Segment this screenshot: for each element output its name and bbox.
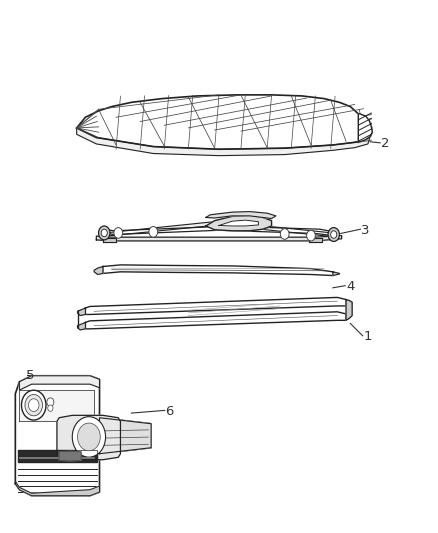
Circle shape — [280, 229, 289, 239]
Polygon shape — [103, 238, 116, 242]
Circle shape — [47, 398, 54, 406]
Text: 3: 3 — [361, 224, 370, 237]
Polygon shape — [103, 265, 333, 276]
Polygon shape — [219, 220, 258, 226]
Polygon shape — [206, 212, 276, 219]
Text: 1: 1 — [364, 330, 372, 343]
Polygon shape — [85, 312, 346, 329]
Polygon shape — [18, 450, 97, 462]
Polygon shape — [219, 226, 337, 236]
Circle shape — [307, 230, 315, 241]
Polygon shape — [19, 376, 99, 390]
Polygon shape — [59, 451, 81, 461]
Text: 5: 5 — [26, 369, 35, 382]
Polygon shape — [85, 297, 346, 314]
Polygon shape — [206, 215, 272, 231]
Polygon shape — [78, 308, 85, 316]
Polygon shape — [77, 128, 370, 156]
Polygon shape — [94, 266, 103, 274]
Polygon shape — [309, 238, 322, 242]
Polygon shape — [219, 221, 337, 237]
Circle shape — [25, 394, 42, 416]
Circle shape — [328, 228, 339, 241]
Polygon shape — [96, 236, 342, 241]
Polygon shape — [78, 322, 85, 330]
Polygon shape — [15, 481, 99, 496]
Polygon shape — [15, 376, 151, 496]
Text: 4: 4 — [346, 280, 354, 293]
Circle shape — [21, 390, 46, 420]
Circle shape — [101, 229, 107, 237]
Polygon shape — [358, 114, 372, 142]
Circle shape — [72, 417, 106, 457]
Text: 6: 6 — [166, 405, 174, 418]
Polygon shape — [333, 272, 339, 276]
Circle shape — [28, 399, 39, 411]
Polygon shape — [101, 227, 219, 235]
Polygon shape — [19, 390, 94, 421]
Circle shape — [99, 226, 110, 240]
Polygon shape — [346, 300, 352, 320]
Polygon shape — [57, 415, 120, 459]
Circle shape — [48, 405, 53, 411]
Polygon shape — [101, 221, 219, 237]
Polygon shape — [77, 95, 372, 149]
Circle shape — [114, 228, 123, 238]
Circle shape — [331, 231, 337, 238]
Polygon shape — [99, 418, 151, 454]
Text: 2: 2 — [381, 138, 389, 150]
Circle shape — [149, 227, 158, 237]
Circle shape — [78, 423, 100, 451]
